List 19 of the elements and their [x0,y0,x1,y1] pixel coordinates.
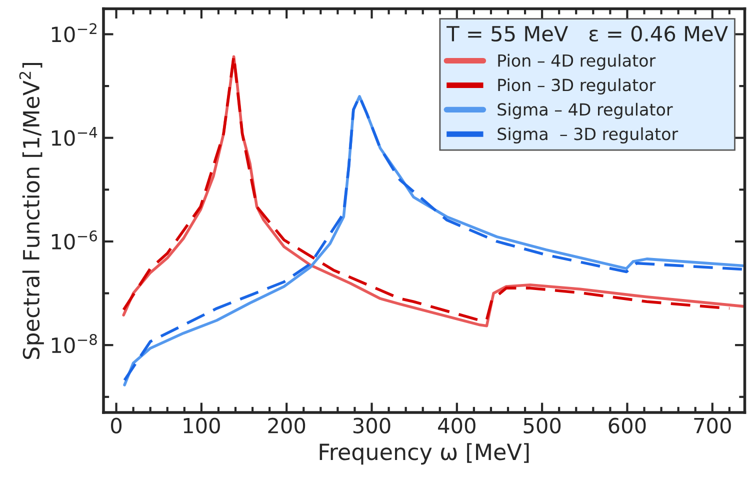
legend-label: Sigma – 4D regulator [498,102,673,119]
x-tick-label: 600 [608,418,646,434]
x-tick-label: 100 [184,418,220,434]
legend-label: Sigma – 3D regulator [498,127,678,144]
y-tick-label: 10$^{−4}$ [52,127,98,146]
x-tick-label: 700 [694,418,731,434]
legend-label: Pion – 3D regulator [498,78,656,95]
y-tick-label: 10$^{−2}$ [52,23,96,42]
y-tick-label: 10$^{−8}$ [52,334,97,354]
legend-label: Pion – 4D regulator [498,54,656,70]
x-axis-title: Frequency ω [MeV] [320,443,529,465]
legend-title: T = 55 MeV ε = 0.46 MeV [446,26,728,42]
y-tick-label: 10$^{−6}$ [52,230,97,250]
x-tick-label: 200 [268,418,306,434]
x-tick-label: 0 [111,418,122,434]
x-tick-label: 300 [353,418,390,434]
x-tick-label: 400 [438,418,476,434]
y-axis-title: Spectral Function [1/MeV$^{2}$] [19,62,44,359]
x-tick-label: 500 [524,418,561,434]
